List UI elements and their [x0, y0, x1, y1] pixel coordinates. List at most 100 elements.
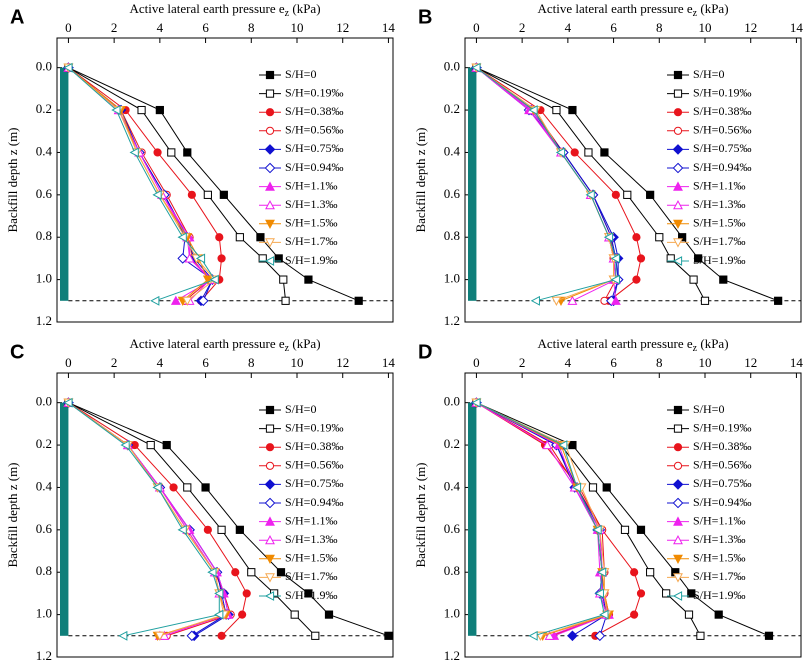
marker: [673, 108, 683, 117]
marker: [689, 275, 698, 284]
y-tick-label: 0.0: [444, 394, 460, 409]
marker: [673, 89, 683, 98]
marker: [153, 148, 162, 157]
marker: [610, 295, 621, 305]
legend-label: S/H=0.56‰: [285, 458, 343, 472]
marker: [623, 190, 632, 199]
legend-label: S/H=1.3‰: [693, 532, 745, 546]
marker: [235, 233, 244, 242]
legend-label: S/H=0: [285, 67, 316, 81]
marker: [567, 630, 578, 642]
y-tick-label: 1.2: [444, 313, 460, 328]
x-tick-label: 14: [382, 20, 396, 35]
x-axis-label: Active lateral earth pressure ez (kPa): [129, 1, 320, 19]
x-tick-label: 2: [519, 20, 526, 35]
marker: [672, 256, 683, 266]
marker: [265, 108, 275, 117]
legend-label: S/H=1.3‰: [285, 197, 337, 211]
marker: [632, 233, 641, 242]
x-tick-label: 2: [519, 355, 526, 370]
y-tick-label: 0.8: [36, 228, 52, 243]
legend-label: S/H=0.94‰: [693, 495, 751, 509]
y-axis-label: Backfill depth z (m): [5, 462, 20, 567]
panel-label: B: [418, 6, 432, 28]
x-tick-label: 8: [656, 355, 663, 370]
marker: [162, 440, 171, 450]
marker: [471, 397, 481, 408]
x-axis-label-text: Active lateral earth pressure e: [537, 1, 692, 16]
series-line: [476, 67, 617, 302]
panel-label: A: [10, 6, 24, 28]
marker: [672, 162, 684, 174]
marker: [592, 524, 602, 535]
legend-label: S/H=1.9‰: [693, 253, 745, 267]
marker: [264, 144, 276, 155]
series-line: [476, 67, 615, 302]
legend-label: S/H=1.3‰: [285, 532, 337, 546]
marker: [137, 105, 146, 115]
marker: [170, 295, 181, 305]
x-tick-label: 12: [336, 20, 349, 35]
marker: [596, 567, 607, 578]
panel: D Active lateral earth pressure ez (kPa) B…: [413, 336, 803, 663]
x-axis-label-suffix: (kPa): [697, 1, 728, 16]
marker: [672, 479, 684, 490]
marker: [214, 609, 224, 620]
marker: [169, 483, 178, 492]
marker: [152, 189, 162, 200]
x-tick-label: 0: [473, 355, 480, 370]
marker: [219, 190, 228, 199]
marker: [696, 631, 705, 640]
legend-label: S/H=1.9‰: [285, 588, 337, 602]
marker: [201, 483, 210, 492]
marker: [673, 443, 683, 452]
marker: [265, 70, 275, 80]
legend-label: S/H=1.1‰: [285, 178, 337, 192]
marker: [630, 610, 639, 619]
marker: [673, 424, 683, 433]
marker: [672, 497, 684, 509]
marker: [264, 256, 275, 266]
y-tick-label: 0.2: [444, 101, 460, 116]
x-tick-label: 6: [610, 355, 617, 370]
x-tick-label: 2: [111, 355, 118, 370]
marker: [610, 274, 620, 285]
marker: [167, 148, 176, 157]
x-tick-label: 0: [473, 20, 480, 35]
marker: [215, 233, 224, 242]
y-tick-label: 1.0: [36, 606, 52, 621]
x-tick-label: 10: [699, 20, 712, 35]
x-axis-label-sub: z: [285, 343, 290, 354]
marker: [238, 610, 247, 619]
series-line: [68, 67, 209, 302]
x-tick-label: 10: [699, 355, 712, 370]
series-line: [476, 67, 615, 302]
x-tick-label: 10: [291, 355, 304, 370]
marker: [217, 254, 226, 263]
marker: [599, 609, 609, 620]
marker: [197, 295, 209, 307]
y-tick-label: 0.4: [444, 478, 461, 493]
marker: [552, 105, 561, 115]
marker: [63, 397, 73, 408]
x-tick-label: 0: [65, 355, 72, 370]
x-tick-label: 14: [790, 355, 804, 370]
marker: [672, 144, 684, 155]
series-line: [476, 402, 770, 637]
legend-label: S/H=1.1‰: [693, 513, 745, 527]
marker: [265, 554, 275, 564]
marker: [611, 190, 620, 199]
x-tick-label: 6: [202, 355, 209, 370]
legend-label: S/H=1.7‰: [285, 569, 337, 583]
y-tick-label: 0.0: [444, 59, 460, 74]
panel-label: C: [10, 341, 24, 363]
y-tick-label: 0.6: [444, 521, 461, 536]
series-line: [68, 402, 248, 637]
marker: [177, 232, 187, 243]
series-line: [68, 67, 214, 302]
marker: [154, 631, 165, 641]
x-tick-label: 0: [65, 20, 72, 35]
marker: [694, 254, 703, 263]
marker: [655, 233, 664, 242]
marker: [265, 535, 275, 545]
